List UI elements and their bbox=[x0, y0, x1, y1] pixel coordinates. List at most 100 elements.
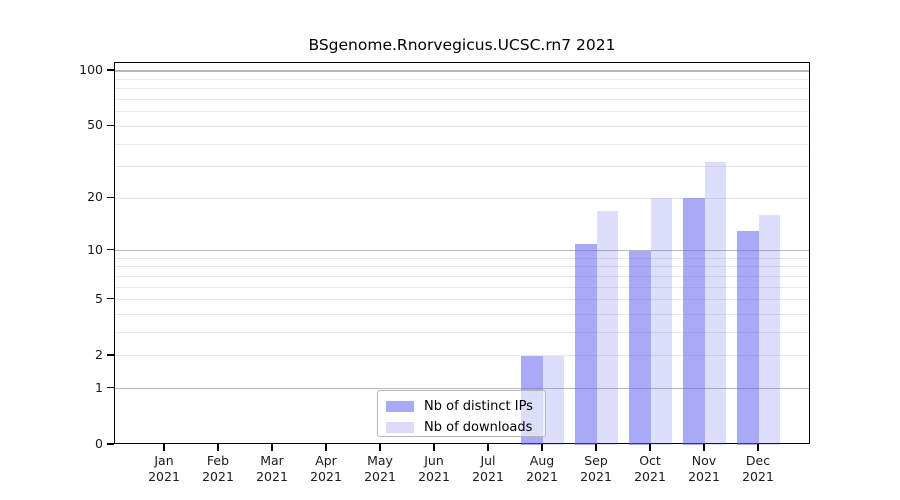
legend-entry: Nb of downloads bbox=[386, 419, 537, 435]
x-tick-label-year: 2021 bbox=[418, 468, 450, 484]
x-tick-label-month: Mar bbox=[260, 453, 284, 468]
x-tick-mark bbox=[217, 444, 219, 451]
minor-gridline bbox=[115, 332, 809, 334]
minor-gridline bbox=[115, 275, 809, 277]
x-tick-label-month: Sep bbox=[584, 453, 608, 468]
major-gridline bbox=[115, 70, 809, 72]
x-tick-mark bbox=[379, 444, 381, 451]
minor-gridline bbox=[115, 314, 809, 316]
y-tick-mark bbox=[107, 249, 114, 251]
x-tick-mark bbox=[271, 444, 273, 451]
bar-downloads bbox=[542, 355, 565, 445]
legend-swatch-distinct-ips bbox=[386, 400, 414, 412]
legend-entry: Nb of distinct IPs bbox=[386, 398, 537, 414]
y-tick-mark bbox=[107, 69, 114, 71]
x-tick-label-year: 2021 bbox=[688, 468, 720, 484]
x-tick-label: Apr 2021 bbox=[298, 453, 354, 484]
x-tick-mark bbox=[649, 444, 651, 451]
x-tick-label-year: 2021 bbox=[202, 468, 234, 484]
major-gridline bbox=[115, 388, 809, 390]
legend-label: Nb of distinct IPs bbox=[424, 398, 533, 414]
minor-gridline bbox=[115, 257, 809, 259]
x-tick-label-year: 2021 bbox=[472, 468, 504, 484]
x-tick-label-year: 2021 bbox=[742, 468, 774, 484]
x-tick-label-year: 2021 bbox=[580, 468, 612, 484]
legend: Nb of distinct IPs Nb of downloads bbox=[377, 390, 546, 437]
chart-title: BSgenome.Rnorvegicus.UCSC.rn7 2021 bbox=[308, 36, 616, 54]
y-tick-mark bbox=[107, 124, 114, 126]
y-tick-mark bbox=[107, 196, 114, 198]
minor-gridline bbox=[115, 166, 809, 168]
x-tick-label-month: Dec bbox=[745, 453, 771, 468]
x-tick-label-year: 2021 bbox=[634, 468, 666, 484]
minor-gridline bbox=[115, 88, 809, 90]
y-tick-label: 1 bbox=[95, 379, 103, 395]
legend-swatch-downloads bbox=[386, 421, 414, 433]
x-tick-label-month: Aug bbox=[529, 453, 555, 468]
x-tick-label-year: 2021 bbox=[526, 468, 558, 484]
x-tick-label-month: Apr bbox=[315, 453, 337, 468]
x-tick-label: Jun 2021 bbox=[406, 453, 462, 484]
minor-gridline bbox=[115, 355, 809, 357]
x-tick-label-year: 2021 bbox=[148, 468, 180, 484]
y-tick-label: 2 bbox=[95, 346, 103, 362]
bar-downloads bbox=[596, 210, 619, 445]
x-tick-label-month: Nov bbox=[691, 453, 717, 468]
minor-gridline bbox=[115, 286, 809, 288]
x-tick-mark bbox=[757, 444, 759, 451]
y-tick-mark bbox=[107, 354, 114, 356]
x-tick-label-year: 2021 bbox=[364, 468, 396, 484]
legend-label: Nb of downloads bbox=[424, 419, 533, 435]
bar-downloads bbox=[650, 198, 673, 445]
x-tick-mark bbox=[595, 444, 597, 451]
x-tick-label: Oct 2021 bbox=[622, 453, 678, 484]
x-tick-label: May 2021 bbox=[352, 453, 408, 484]
minor-gridline bbox=[115, 111, 809, 113]
x-tick-label: Jul 2021 bbox=[460, 453, 516, 484]
minor-gridline bbox=[115, 99, 809, 101]
y-tick-mark bbox=[107, 387, 114, 389]
x-tick-label-year: 2021 bbox=[310, 468, 342, 484]
bar-distinct-ips bbox=[629, 250, 651, 445]
x-tick-label-month: Jan bbox=[154, 453, 174, 468]
minor-gridline bbox=[115, 266, 809, 268]
major-gridline bbox=[115, 250, 809, 252]
x-tick-label: Jan 2021 bbox=[136, 453, 192, 484]
y-tick-label: 50 bbox=[87, 117, 103, 133]
x-tick-label-month: May bbox=[367, 453, 393, 468]
x-tick-label: Nov 2021 bbox=[676, 453, 732, 484]
y-tick-label: 5 bbox=[95, 290, 103, 306]
y-tick-mark bbox=[107, 443, 114, 445]
minor-gridline bbox=[115, 78, 809, 80]
bar-distinct-ips bbox=[683, 198, 705, 445]
y-tick-label: 10 bbox=[87, 241, 103, 257]
x-tick-mark bbox=[433, 444, 435, 451]
x-tick-mark bbox=[703, 444, 705, 451]
y-tick-label: 100 bbox=[79, 61, 103, 77]
x-tick-label: Feb 2021 bbox=[190, 453, 246, 484]
x-tick-mark bbox=[487, 444, 489, 451]
x-tick-label-month: Jun bbox=[424, 453, 444, 468]
x-tick-label: Mar 2021 bbox=[244, 453, 300, 484]
x-tick-mark bbox=[163, 444, 165, 451]
x-tick-mark bbox=[325, 444, 327, 451]
bar-downloads bbox=[704, 161, 727, 445]
y-tick-label: 0 bbox=[95, 436, 103, 451]
x-tick-label-month: Jul bbox=[480, 453, 496, 468]
x-tick-label-month: Feb bbox=[206, 453, 230, 468]
minor-gridline bbox=[115, 197, 809, 199]
x-tick-label: Dec 2021 bbox=[730, 453, 786, 484]
x-tick-label: Aug 2021 bbox=[514, 453, 570, 484]
x-tick-label: Sep 2021 bbox=[568, 453, 624, 484]
bar-distinct-ips bbox=[737, 231, 759, 445]
plot-area bbox=[114, 62, 810, 445]
bar-distinct-ips bbox=[575, 243, 597, 445]
minor-gridline bbox=[115, 299, 809, 301]
y-tick-mark bbox=[107, 298, 114, 300]
minor-gridline bbox=[115, 125, 809, 127]
x-tick-label-month: Oct bbox=[639, 453, 661, 468]
minor-gridline bbox=[115, 143, 809, 145]
y-tick-label: 20 bbox=[87, 189, 103, 205]
x-tick-mark bbox=[541, 444, 543, 451]
